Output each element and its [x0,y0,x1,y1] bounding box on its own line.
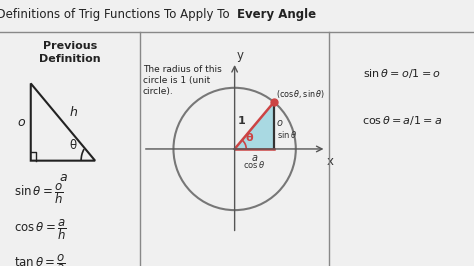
Text: 1: 1 [238,116,246,126]
Text: $\tan\theta = \dfrac{o}{a}$: $\tan\theta = \dfrac{o}{a}$ [14,252,66,266]
Text: Previous
Definition: Previous Definition [39,41,101,64]
Text: $\cos\theta = \dfrac{a}{h}$: $\cos\theta = \dfrac{a}{h}$ [14,217,67,242]
Text: θ: θ [246,134,253,143]
Text: $\sin\theta = \dfrac{o}{h}$: $\sin\theta = \dfrac{o}{h}$ [14,182,64,206]
Text: a: a [59,171,67,184]
Text: θ: θ [69,139,76,152]
Text: a: a [251,153,257,163]
Polygon shape [235,102,274,149]
Text: Expanding the Definitions of Trig Functions To Apply To: Expanding the Definitions of Trig Functi… [0,8,237,21]
Text: $\sin\theta$: $\sin\theta$ [277,129,297,140]
Text: $\sin\theta = o/1 = o$: $\sin\theta = o/1 = o$ [363,67,441,80]
Text: y: y [237,49,244,62]
Text: o: o [18,115,25,128]
Text: h: h [70,106,78,119]
Text: $\cos\theta$: $\cos\theta$ [243,159,265,170]
Text: $(\cos\theta,\sin\theta)$: $(\cos\theta,\sin\theta)$ [276,88,325,100]
Text: x: x [327,155,333,168]
Text: o: o [277,118,283,128]
Text: The radius of this
circle is 1 (unit
circle).: The radius of this circle is 1 (unit cir… [143,65,222,96]
Text: $\cos\theta = a/1 = a$: $\cos\theta = a/1 = a$ [362,114,442,127]
Text: Every Angle: Every Angle [237,8,316,21]
